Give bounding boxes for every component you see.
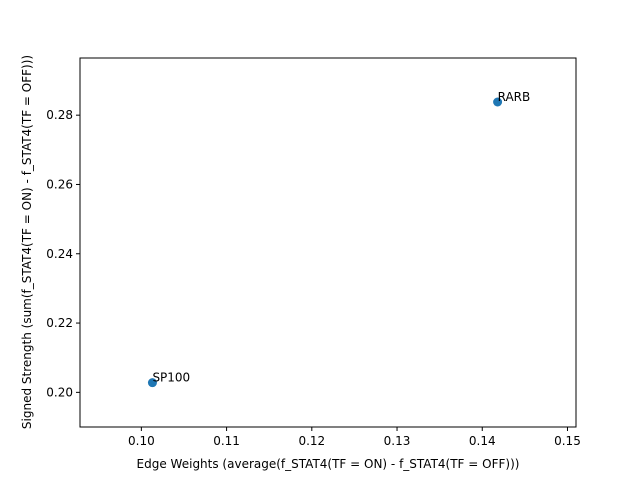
y-tick-label: 0.24 (46, 247, 73, 261)
x-tick-label: 0.13 (384, 434, 411, 448)
x-tick-label: 0.15 (554, 434, 581, 448)
x-tick-label: 0.14 (469, 434, 496, 448)
y-tick-label: 0.20 (46, 385, 73, 399)
plot-frame (79, 57, 577, 428)
x-axis-label: Edge Weights (average(f_STAT4(TF = ON) -… (137, 457, 520, 471)
x-tick-label: 0.10 (128, 434, 155, 448)
point-label: SP100 (152, 371, 190, 385)
point-label: RARB (498, 90, 531, 104)
plot-area (79, 57, 577, 428)
y-tick-label: 0.28 (46, 108, 73, 122)
x-tick-label: 0.12 (298, 434, 325, 448)
x-tick-label: 0.11 (213, 434, 240, 448)
data-point (493, 97, 503, 107)
y-axis: 0.20 0.22 0.24 0.26 0.28 (46, 108, 80, 399)
y-tick-label: 0.26 (46, 177, 73, 191)
y-axis-label: Signed Strength (sum(f_STAT4(TF = ON) - … (20, 55, 34, 429)
x-axis: 0.10 0.11 0.12 0.13 0.14 0.15 (128, 427, 581, 448)
data-points: SP100 RARB (147, 90, 531, 388)
data-point (147, 378, 157, 388)
y-tick-label: 0.22 (46, 316, 73, 330)
